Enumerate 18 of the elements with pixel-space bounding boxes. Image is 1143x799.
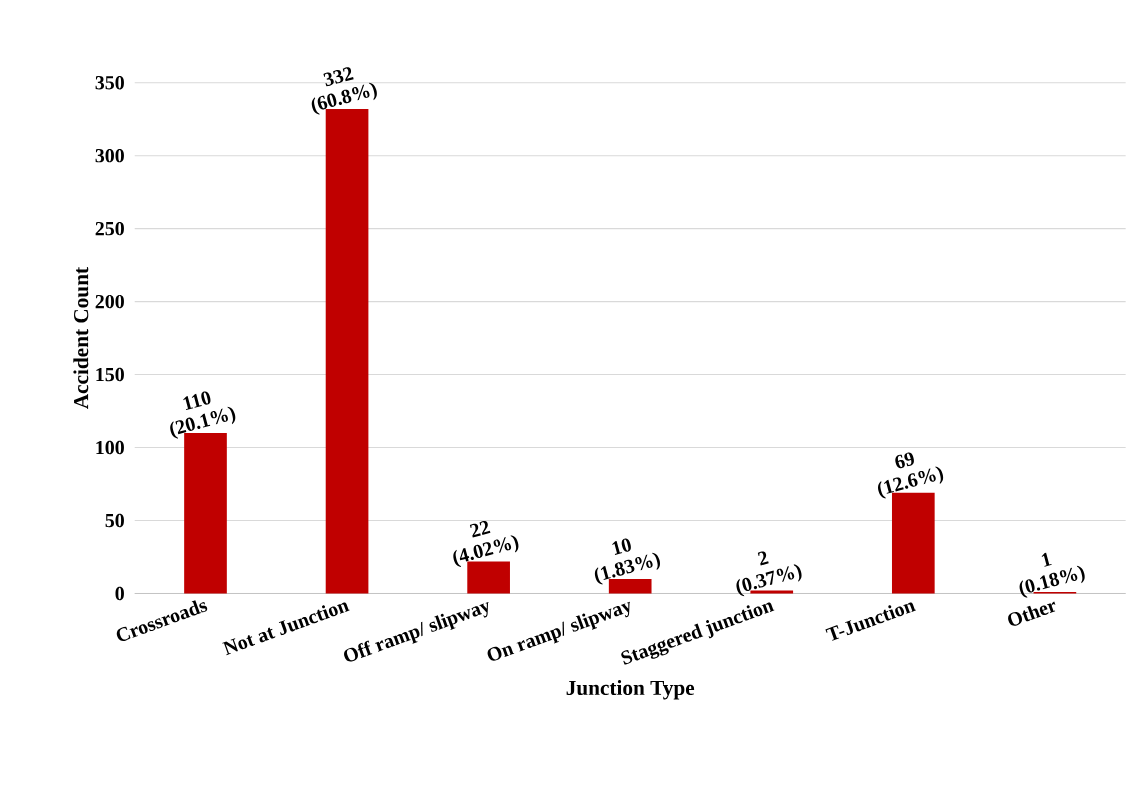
y-tick-label: 200	[95, 294, 124, 309]
data-label: 332 (60.8%)	[311, 67, 377, 115]
data-label: 2 (0.37%)	[736, 551, 802, 597]
data-label: 69 (12.6%)	[877, 452, 944, 499]
data-label: 1 (0.18%)	[1019, 552, 1085, 598]
y-tick-label: 100	[96, 440, 124, 455]
y-axis-title: Accident Count	[73, 267, 89, 410]
y-tick-label: 50	[105, 513, 124, 528]
data-label: 22 (4.02%)	[453, 521, 519, 568]
x-tick-label: Other	[1008, 601, 1056, 626]
data-label: 10 (1.83%)	[594, 538, 661, 585]
y-tick-label: 250	[95, 221, 124, 236]
y-tick-label: 350	[95, 76, 124, 90]
y-tick-label: 0	[115, 586, 124, 601]
y-tick-label: 150	[96, 367, 124, 382]
data-label: 110 (20.1%)	[170, 391, 236, 439]
y-tick-label: 300	[95, 148, 124, 163]
x-axis-title: Junction Type	[566, 680, 695, 700]
